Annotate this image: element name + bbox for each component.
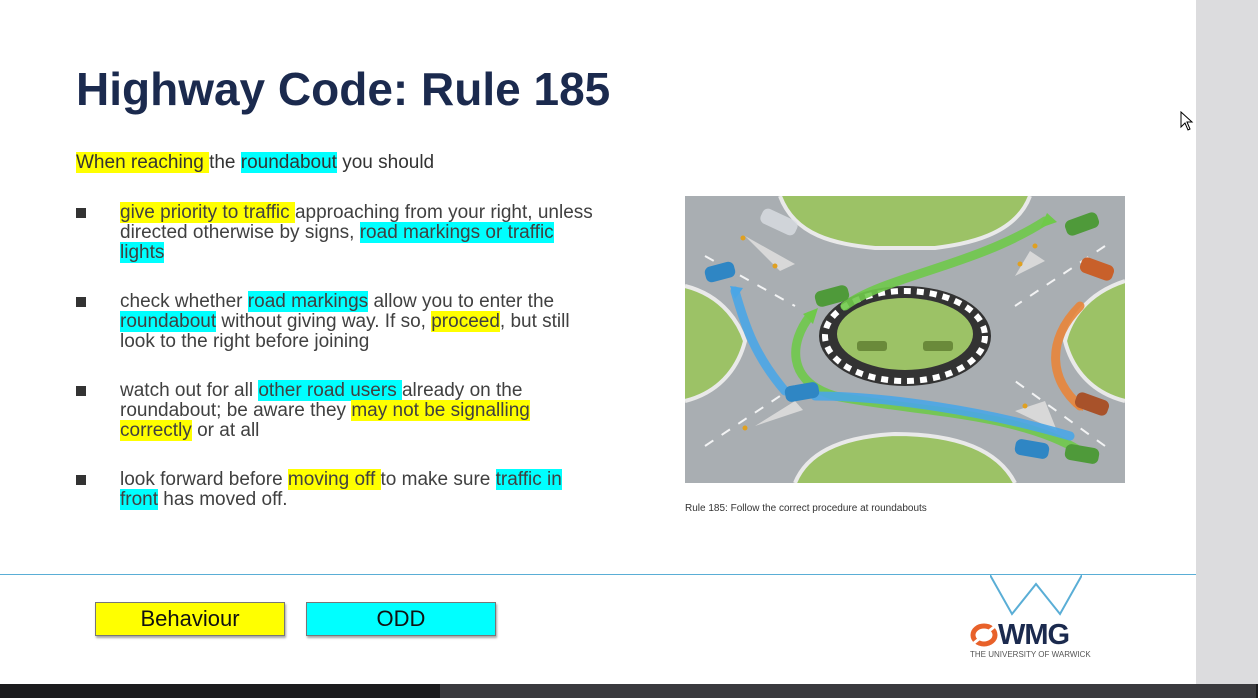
odd-legend-box: ODD bbox=[306, 602, 496, 636]
wmg-logo: WMG THE UNIVERSITY OF WARWICK bbox=[970, 620, 1091, 659]
wmg-v-shape-icon bbox=[990, 574, 1082, 616]
viewer-bottom-bar bbox=[0, 684, 1258, 698]
text-run: has moved off. bbox=[158, 489, 288, 510]
text-run: , but still look to the right before joi… bbox=[120, 311, 570, 352]
bullet-item: give priority to traffic approaching fro… bbox=[76, 202, 596, 263]
behaviour-highlight: proceed bbox=[431, 311, 500, 332]
wmg-logo-icon bbox=[970, 623, 998, 647]
bullet-item: look forward before moving off to make s… bbox=[76, 469, 596, 510]
intro-text: When reaching the roundabout you should bbox=[76, 152, 434, 174]
wmg-logo-subtitle: THE UNIVERSITY OF WARWICK bbox=[970, 650, 1091, 659]
text-run: allow you to enter the bbox=[368, 291, 555, 312]
mouse-cursor-icon bbox=[1180, 111, 1194, 131]
bullet-list: give priority to traffic approaching fro… bbox=[76, 202, 596, 539]
roundabout-diagram bbox=[685, 196, 1125, 483]
text-run: you should bbox=[336, 152, 435, 173]
text-run: without giving way. If so, bbox=[216, 311, 432, 332]
text-run: look forward before bbox=[120, 469, 288, 490]
wmg-logo-text: WMG bbox=[998, 619, 1070, 651]
viewer-side-panel bbox=[1196, 0, 1258, 684]
behaviour-highlight: When reaching bbox=[76, 152, 210, 173]
odd-highlight: roundabout bbox=[240, 152, 337, 173]
text-run: check whether bbox=[120, 291, 248, 312]
bullet-square-icon bbox=[76, 208, 86, 218]
presentation-slide: Highway Code: Rule 185 When reaching the… bbox=[0, 0, 1196, 684]
behaviour-highlight: moving off bbox=[287, 469, 381, 490]
text-run: watch out for all bbox=[120, 380, 259, 401]
footer-divider bbox=[0, 574, 1196, 575]
odd-highlight: roundabout bbox=[120, 311, 217, 332]
text-run: to make sure bbox=[380, 469, 496, 490]
figure-caption: Rule 185: Follow the correct procedure a… bbox=[685, 503, 927, 514]
behaviour-legend-box: Behaviour bbox=[95, 602, 285, 636]
text-run: already on the roundabout; be aware they bbox=[120, 380, 523, 421]
odd-highlight: other road users bbox=[258, 380, 402, 401]
bullet-square-icon bbox=[76, 386, 86, 396]
text-run: approaching from your right, unless dire… bbox=[120, 202, 593, 243]
bullet-square-icon bbox=[76, 475, 86, 485]
odd-highlight: road markings bbox=[247, 291, 369, 312]
behaviour-highlight: give priority to traffic bbox=[120, 202, 295, 223]
text-run: or at all bbox=[191, 420, 260, 441]
text-run: the bbox=[209, 152, 241, 173]
bullet-item: check whether road markings allow you to… bbox=[76, 291, 596, 352]
slide-title: Highway Code: Rule 185 bbox=[76, 63, 611, 115]
bullet-square-icon bbox=[76, 297, 86, 307]
bullet-item: watch out for all other road users alrea… bbox=[76, 380, 596, 441]
